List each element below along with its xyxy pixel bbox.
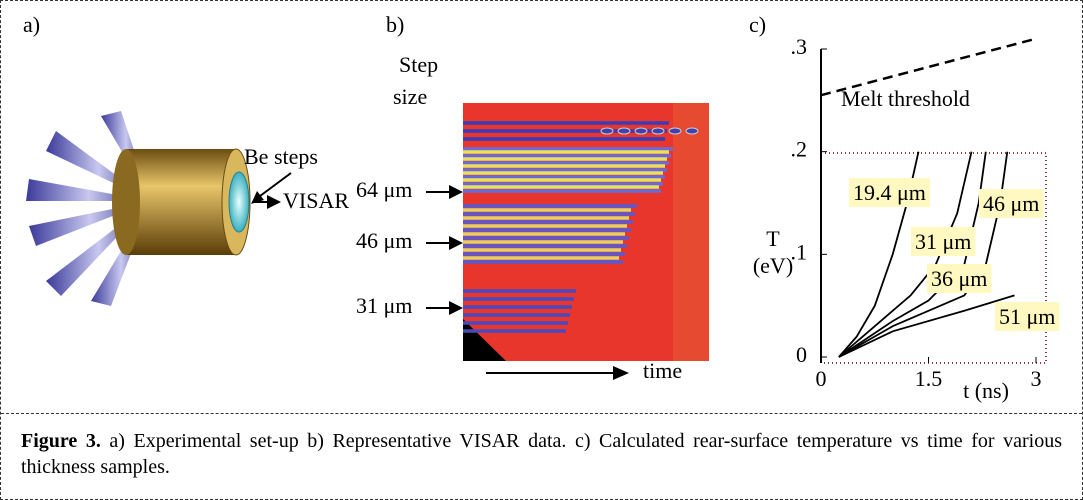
arrowhead [613,366,629,380]
target-cylinder [112,148,251,256]
label-box [849,178,930,208]
y-tick-label: .3 [791,34,808,59]
arrowhead [449,236,463,250]
x-tick-label: 3 [1031,366,1042,391]
caption-text: a) Experimental set-up b) Representative… [21,430,1062,478]
label: size [393,84,427,109]
y-tick-label: .2 [791,137,808,162]
plot: 0 .1 .2 .3 0 1.5 3 Melt threshold 19.4 μm 31 μm 36… [791,34,1060,391]
y-axis-label: (eV) [753,253,793,278]
series-label: 46 μm [983,191,1039,216]
caption: Figure 3. a) Experimental set-up b) Repr… [1,413,1082,480]
series-label: 19.4 μm [853,180,926,205]
arrowhead [449,301,463,315]
y-axis-label: T [766,226,780,251]
y-tick-label: .1 [791,239,808,264]
label-box [927,264,992,294]
x-tick-label: 0 [816,366,827,391]
arrowhead [267,195,281,209]
arrowhead [449,185,463,199]
label: VISAR [283,188,349,213]
label: Step [399,52,438,77]
label-box [911,227,976,257]
series-label: 31 μm [915,229,971,254]
x-tick-label: 1.5 [915,366,943,391]
label-box [979,189,1044,219]
caption-label: Figure 3. [21,430,101,452]
panel-label: a) [23,12,40,37]
series-line [838,294,1015,358]
y-tick-label: 0 [796,342,807,367]
series-line [838,151,973,358]
label-box [995,302,1060,332]
arrow [255,172,292,200]
panel-label: b) [386,12,404,37]
step-label: 31 μm [356,293,412,318]
label: Be steps [244,144,318,169]
label: time [643,358,682,383]
step-label: 64 μm [356,177,412,202]
figure-panels: a) Be steps VISAR b) Step size 64 μm 46 … [23,12,1060,403]
series-label: 36 μm [931,266,987,291]
step-label: 46 μm [356,228,412,253]
arrowhead [251,191,264,204]
panel-label: c) [749,12,766,37]
series-label: 51 μm [999,304,1055,329]
melt-threshold-line [820,37,1037,97]
x-axis-label: t (ns) [963,378,1009,403]
visar-image [463,103,709,361]
annotation: Melt threshold [841,86,970,111]
